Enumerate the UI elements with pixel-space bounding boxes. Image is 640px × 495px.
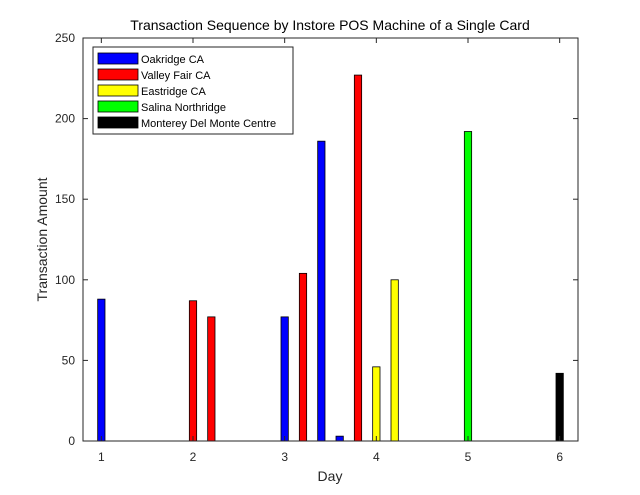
legend-swatch-monterey — [97, 116, 139, 129]
bar-valley-fair-ca-2 — [188, 300, 198, 442]
legend-label-salina: Salina Northridge — [141, 102, 226, 114]
legend-label-valley-fair: Valley Fair CA — [141, 70, 211, 82]
bar-salina-northridge-11 — [463, 131, 473, 442]
x-tick-label-2: 2 — [190, 450, 197, 464]
legend-swatch-eastridge — [97, 84, 139, 97]
bar-oakridge-ca-1 — [97, 298, 106, 442]
bar-oakridge-ca-6 — [317, 140, 326, 442]
bar-eastridge-ca-9 — [372, 366, 381, 442]
legend-label-eastridge: Eastridge CA — [141, 86, 206, 98]
y-tick-label-150: 150 — [55, 192, 75, 206]
bar-valley-fair-ca-5 — [298, 272, 308, 442]
y-tick-label-50: 50 — [62, 353, 76, 367]
y-tick-label-100: 100 — [55, 273, 75, 287]
x-tick-label-1: 1 — [98, 450, 105, 464]
x-tick-label-6: 6 — [556, 450, 563, 464]
bar-eastridge-ca-10 — [390, 279, 399, 442]
x-tick-label-4: 4 — [373, 450, 380, 464]
axes-layer — [82, 37, 579, 442]
legend-swatch-valley-fair — [97, 68, 139, 81]
chart-title: Transaction Sequence by Instore POS Mach… — [130, 17, 529, 33]
ticks-layer: 1 2 3 4 5 6 0 50 100 150 200 250 — [55, 31, 578, 464]
bar-monterey-del-monte-centre-12 — [555, 372, 564, 442]
axes-box — [82, 37, 579, 442]
x-axis-label: Day — [318, 468, 343, 484]
y-axis-label: Transaction Amount — [34, 177, 50, 301]
bar-valley-fair-ca-8 — [353, 74, 363, 442]
bar-valley-fair-ca-3 — [207, 316, 216, 442]
x-tick-label-5: 5 — [465, 450, 472, 464]
legend-swatch-oakridge — [97, 52, 139, 65]
legend-label-monterey: Monterey Del Monte Centre — [141, 118, 276, 130]
legend: Oakridge CA Valley Fair CA Eastridge CA … — [92, 46, 294, 135]
x-tick-label-3: 3 — [281, 450, 288, 464]
y-tick-label-0: 0 — [68, 434, 75, 448]
bar-oakridge-ca-4 — [280, 316, 289, 442]
y-tick-label-250: 250 — [55, 31, 75, 45]
y-tick-label-200: 200 — [55, 112, 75, 126]
legend-label-oakridge: Oakridge CA — [141, 54, 205, 66]
legend-swatch-salina — [97, 100, 139, 113]
bar-oakridge-ca-7 — [335, 435, 344, 442]
